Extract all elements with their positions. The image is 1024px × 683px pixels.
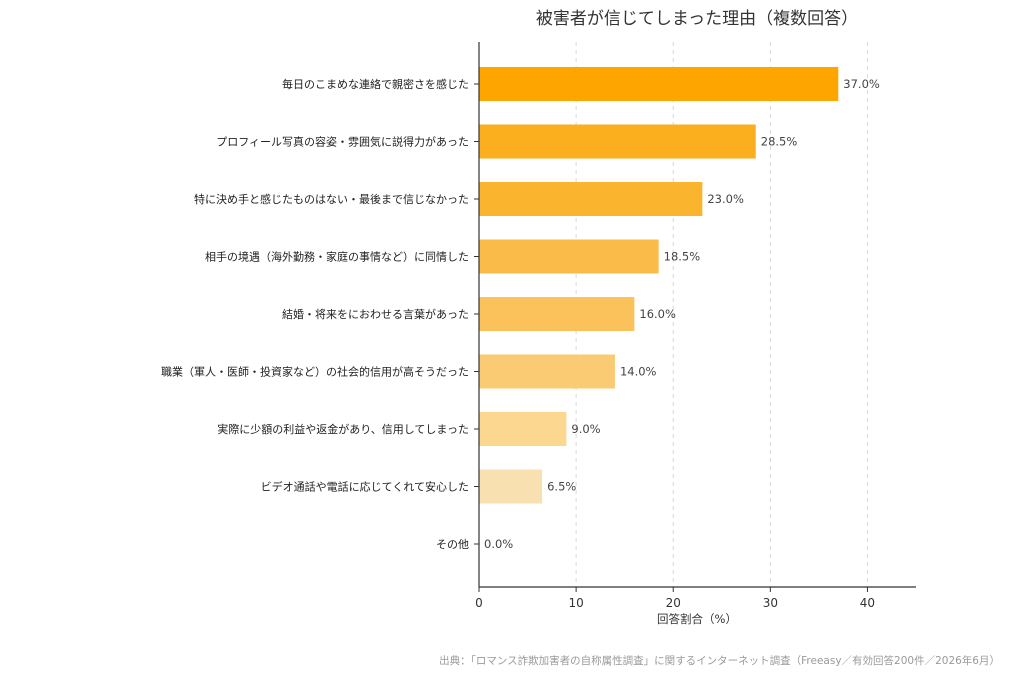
category-label-8: その他: [436, 538, 469, 551]
category-label-3: 相手の境遇（海外勤務・家庭の事情など）に同情した: [205, 250, 469, 264]
x-tick-label-30: 30: [763, 596, 778, 610]
value-label-7: 6.5%: [547, 480, 576, 494]
bar-2: [479, 182, 703, 216]
value-label-2: 23.0%: [707, 192, 744, 206]
category-label-7: ビデオ通話や電話に応じてくれて安心した: [261, 480, 469, 494]
value-label-8: 0.0%: [484, 537, 513, 551]
source-note: 出典：「ロマンス詐欺加害者の自称属性調査」に関するインターネット調査（Freea…: [439, 654, 1000, 667]
bar-4: [479, 297, 635, 331]
category-label-6: 実際に少額の利益や返金があり、信用してしまった: [217, 422, 469, 436]
category-label-5: 職業（軍人・医師・投資家など）の社会的信用が高そうだった: [161, 365, 469, 379]
bar-5: [479, 354, 615, 389]
value-label-0: 37.0%: [843, 77, 880, 91]
x-tick-label-0: 0: [475, 596, 483, 610]
labels: 0 10 20 30 40 毎日のこまめな連絡で親密さを感じた 37.0% プロフィール写真の…: [161, 77, 880, 610]
x-tick-label-10: 10: [568, 596, 583, 610]
x-tick-label-40: 40: [860, 596, 875, 610]
value-label-6: 9.0%: [571, 422, 600, 436]
x-axis-title: 回答割合（%）: [657, 612, 737, 626]
bar-6: [479, 412, 567, 446]
bar-1: [479, 124, 756, 159]
chart-title: 被害者が信じてしまった理由（複数回答）: [536, 9, 858, 29]
value-label-4: 16.0%: [639, 307, 676, 321]
axes: [474, 42, 916, 592]
category-label-4: 結婚・将来をにおわせる言葉があった: [282, 307, 469, 321]
value-label-5: 14.0%: [620, 365, 657, 379]
category-label-1: プロフィール写真の容姿・雰囲気に説得力があった: [216, 135, 469, 149]
category-label-2: 特に決め手と感じたものはない・最後まで信じなかった: [194, 192, 469, 206]
bar-3: [479, 239, 659, 274]
value-label-3: 18.5%: [664, 250, 701, 264]
category-label-0: 毎日のこまめな連絡で親密さを感じた: [282, 77, 469, 91]
bars: [479, 67, 839, 504]
bar-0: [479, 67, 839, 101]
x-tick-label-20: 20: [666, 596, 681, 610]
value-label-1: 28.5%: [761, 135, 798, 149]
bar-7: [479, 469, 543, 504]
